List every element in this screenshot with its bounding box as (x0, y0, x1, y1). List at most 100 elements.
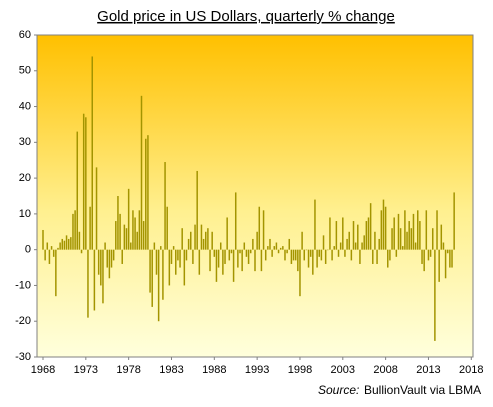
bar (119, 213, 121, 250)
bar (127, 188, 130, 250)
bar (402, 246, 404, 250)
bar (230, 249, 233, 254)
bar (391, 228, 393, 250)
bar (417, 210, 419, 250)
bar (372, 249, 374, 264)
y-tick-label: 40 (19, 100, 31, 112)
bar (404, 210, 406, 250)
bar (183, 249, 186, 286)
bar (102, 249, 104, 304)
bar (348, 231, 350, 250)
bar (192, 249, 194, 264)
bar (286, 249, 288, 254)
bar (361, 242, 363, 250)
bar (61, 238, 64, 250)
bar (442, 242, 445, 250)
bar (346, 238, 348, 250)
bar (309, 249, 312, 257)
bar (256, 231, 258, 250)
bar (264, 249, 267, 261)
bar (70, 237, 72, 250)
bar (431, 228, 434, 250)
bar (168, 249, 171, 286)
y-tick-label: 20 (19, 172, 31, 184)
bar (202, 238, 205, 250)
x-tick-label: 1998 (288, 364, 312, 376)
bar (245, 249, 248, 257)
bar (260, 249, 263, 272)
bar (438, 249, 440, 282)
bar (262, 210, 265, 250)
bar (247, 249, 250, 264)
chart-title: Gold price in US Dollars, quarterly % ch… (97, 8, 395, 25)
bar (177, 249, 179, 261)
bar (170, 249, 173, 264)
bar (50, 246, 53, 250)
bar (76, 131, 79, 250)
bar (155, 249, 158, 275)
bar (63, 240, 66, 250)
bar (222, 249, 224, 275)
bar (121, 249, 123, 264)
bar (318, 249, 320, 257)
bar (333, 246, 335, 250)
bar (258, 206, 261, 250)
bar (67, 238, 70, 250)
bar (446, 249, 449, 254)
x-tick-label: 1968 (31, 364, 55, 376)
bar (237, 249, 239, 268)
bar (57, 247, 59, 250)
bar (89, 206, 91, 250)
bar (440, 224, 443, 250)
bar (382, 199, 385, 250)
source: BullionVault via LBMA (364, 383, 481, 397)
y-tick-label: 0 (25, 244, 31, 256)
bar (275, 242, 278, 250)
bar (108, 249, 111, 279)
bar (142, 221, 145, 250)
bar (147, 135, 149, 250)
x-tick-label: 2018 (459, 364, 483, 376)
x-tick-label: 1978 (116, 364, 140, 376)
bar (436, 210, 438, 250)
bar (374, 231, 376, 250)
bar (324, 249, 327, 264)
bar (397, 213, 400, 250)
bar (380, 210, 383, 250)
bar (104, 242, 106, 250)
bar (282, 246, 284, 250)
bar (134, 217, 136, 250)
bar (91, 56, 93, 250)
bar (350, 249, 353, 261)
bar (234, 192, 237, 250)
bar (376, 249, 378, 264)
y-tick-label: 50 (19, 65, 31, 77)
x-tick-label: 2013 (416, 364, 440, 376)
bar (224, 249, 226, 264)
bar (157, 249, 160, 322)
bar (410, 228, 413, 250)
bar (217, 249, 220, 268)
bar (363, 235, 365, 250)
bar (393, 217, 395, 250)
bar (140, 95, 143, 250)
bar (172, 246, 175, 250)
x-tick-label: 1983 (159, 364, 183, 376)
bar (352, 221, 355, 250)
bar (406, 231, 408, 250)
bar (190, 231, 192, 250)
bar (87, 249, 89, 318)
bar (288, 238, 291, 250)
bar (297, 249, 299, 272)
bar (284, 249, 286, 261)
bar (151, 249, 153, 307)
bar (194, 224, 196, 250)
bar (337, 249, 340, 257)
bar (196, 170, 198, 250)
bar (344, 249, 346, 257)
bar (434, 249, 436, 341)
bar (444, 249, 447, 279)
source-label: Source: (318, 383, 359, 397)
bar (423, 249, 425, 272)
